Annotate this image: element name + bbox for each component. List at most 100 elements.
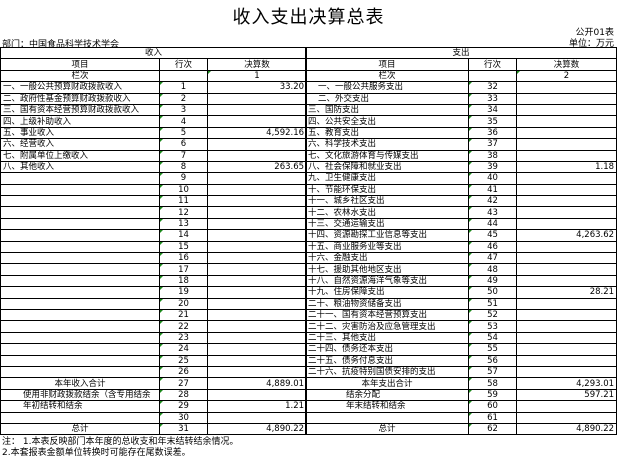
row-item: 五、事业收入 [0,126,160,140]
row-line: 18 [159,274,208,288]
row-line: 58 [468,377,517,390]
row-item: 二十三、其他支出 [305,331,469,345]
table-row: 二十、粮油物资储备支出 51 [305,297,617,311]
row-line: 39 [468,160,517,174]
row-item: 八、其他收入 [0,160,160,174]
row-amount [515,103,617,117]
row-amount [206,354,308,367]
table-row: 12 [0,206,308,219]
row-amount [206,297,308,311]
table-row: 总计 62 4,890.22 [305,422,617,436]
row-item: 十三、交通运输支出 [305,217,469,231]
table-row: 26 [0,365,308,379]
row-line: 62 [468,422,517,436]
row-amount [206,320,308,333]
row-amount [515,172,617,185]
table-row: 四、上级补助收入 4 [0,115,308,128]
table-row: 二十六、抗疫特别国债安排的支出 57 [305,365,617,379]
row-item: 十二、农林水支出 [305,206,469,219]
row-amount: 28.21 [515,286,617,299]
row-item [0,411,160,424]
row-item [305,411,469,424]
table-row: 一、一般公共预算财政拨款收入 1 33.20 [0,81,308,94]
row-line: 30 [159,411,208,424]
table-row: 五、事业收入 5 4,592.16 [0,126,308,140]
row-line: 50 [468,286,517,299]
row-item: 一、一般公共预算财政拨款收入 [0,81,160,94]
row-item: 二、外交支出 [305,92,469,105]
row-amount [515,331,617,345]
row-item: 十八、自然资源海洋气象等支出 [305,274,469,288]
table-row: 二十四、债务还本支出 55 [305,343,617,356]
row-line: 36 [468,126,517,140]
row-item [0,217,160,231]
row-line: 5 [159,126,208,140]
row-amount [206,274,308,288]
row-amount [206,195,308,208]
row-line: 12 [159,206,208,219]
row-line: 56 [468,354,517,367]
notes: 注： 1.本表反映部门本年度的总收支和年末结转结余情况。 2.本套报表金额单位转… [2,437,238,459]
row-item: 二十五、债务付息支出 [305,354,469,367]
row-line: 29 [159,400,208,413]
row-amount: 597.21 [515,388,617,402]
table-row: 七、文化旅游体育与传媒支出 38 [305,149,617,162]
table-row: 四、公共安全支出 35 [305,115,617,128]
table-row: 16 [0,252,308,265]
row-item: 四、上级补助收入 [0,115,160,128]
row-item [0,343,160,356]
row-line: 53 [468,320,517,333]
header-row: 收入 [0,46,308,60]
row-line: 4 [159,115,208,128]
row-item: 总计 [0,422,160,436]
row-line: 2 [159,92,208,105]
row-amount [515,274,617,288]
col-item-header: 项目 [0,58,160,71]
row-amount [206,229,308,242]
row-line: 28 [159,388,208,402]
row-amount [206,149,308,162]
row-item [0,172,160,185]
row-item [0,320,160,333]
row-amount: 4,890.22 [515,422,617,436]
table-row: 年末结转和结余 60 [305,400,617,413]
row-line: 37 [468,138,517,151]
row-item [0,183,160,197]
row-line: 41 [468,183,517,197]
row-line: 26 [159,365,208,379]
row-amount [515,263,617,276]
row-amount [515,343,617,356]
table-row: 十九、住房保障支出 50 28.21 [305,286,617,299]
table-row: 21 [0,308,308,322]
row-amount [206,217,308,231]
row-item [0,354,160,367]
row-line: 22 [159,320,208,333]
table-row: 一、一般公共服务支出 32 [305,81,617,94]
row-amount [515,126,617,140]
row-line: 15 [159,240,208,254]
table-row: 十六、金融支出 47 [305,252,617,265]
row-item: 九、卫生健康支出 [305,172,469,185]
row-item [0,252,160,265]
row-item: 三、国有资本经营预算财政拨款收入 [0,103,160,117]
row-amount [206,411,308,424]
row-item [0,365,160,379]
lanci-empty [159,69,208,83]
column-header-row: 项目 行次 决算数 [0,58,308,71]
table-row: 六、经营收入 6 [0,138,308,151]
row-item: 一、一般公共服务支出 [305,81,469,94]
row-item: 本年支出合计 [305,377,469,390]
row-amount [515,308,617,322]
lanci-row: 栏次 2 [305,69,617,83]
row-line: 13 [159,217,208,231]
row-line: 3 [159,103,208,117]
row-amount: 4,293.01 [515,377,617,390]
row-line: 46 [468,240,517,254]
table-row: 本年收入合计 27 4,889.01 [0,377,308,390]
row-item: 二十、粮油物资储备支出 [305,297,469,311]
section-header: 支出 [304,46,617,60]
page-title: 收入支出决算总表 [232,7,385,28]
row-amount [206,365,308,379]
row-item: 使用非财政拨款结余（含专用结余 [0,388,160,402]
col-item-header: 项目 [305,58,469,71]
